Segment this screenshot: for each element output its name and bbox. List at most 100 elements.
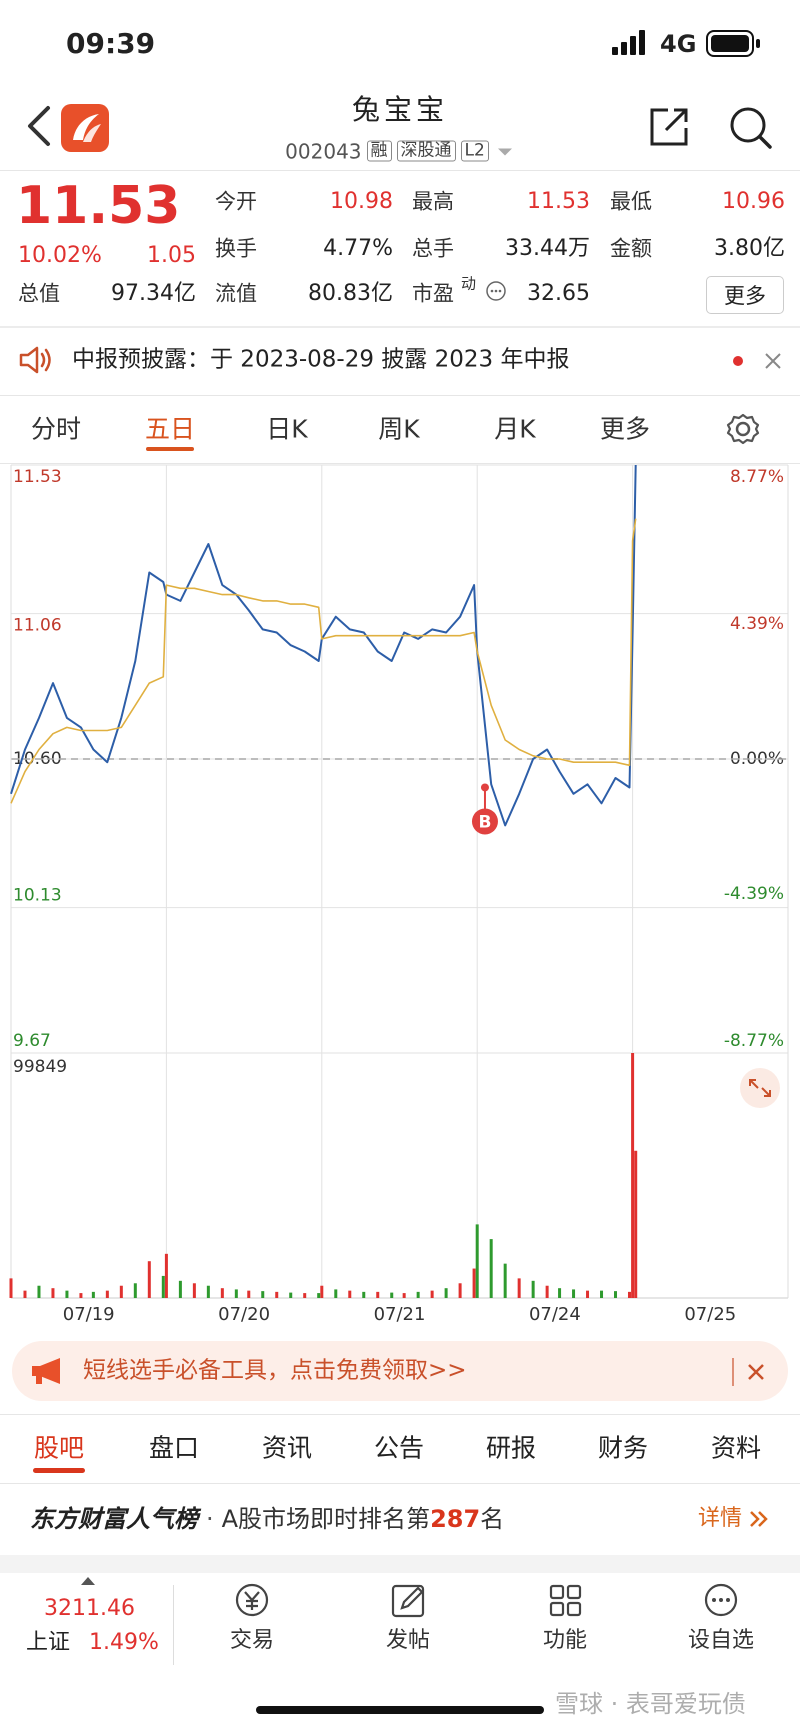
tag: 深股通 (396, 140, 456, 162)
promo-banner[interactable] (12, 1341, 788, 1401)
promo-close[interactable] (746, 1362, 766, 1382)
volume-bar (634, 1150, 638, 1298)
volume-bar (444, 1288, 448, 1298)
network: 4G (660, 30, 697, 58)
nav-item[interactable]: 功能 (542, 1628, 587, 1653)
volume-bar (600, 1290, 604, 1298)
status-time: 09:39 (66, 27, 156, 60)
info-icon[interactable] (485, 280, 507, 302)
chart-tab[interactable]: 日K (266, 414, 308, 444)
last-price: 11.53 (16, 176, 181, 236)
volume-bar (192, 1283, 196, 1298)
volume-bar (147, 1261, 151, 1298)
volume-bar (161, 1275, 165, 1298)
y-tick-label: 10.60 (13, 749, 62, 769)
share-button[interactable] (646, 104, 692, 150)
nav-item[interactable]: 发帖 (385, 1628, 430, 1653)
volume-bar (234, 1289, 238, 1298)
notice-text[interactable]: 中报预披露：于 2023-08-29 披露 2023 年中报 (72, 346, 570, 373)
home-indicator (256, 1706, 544, 1714)
x-tick-label: 07/20 (218, 1304, 270, 1325)
settings-button[interactable] (726, 412, 760, 446)
field-label: 市盈 (412, 281, 454, 306)
index-name[interactable]: 上证 (26, 1630, 71, 1655)
chart-tab[interactable]: 更多 (599, 414, 650, 444)
y-tick-label: 10.13 (13, 886, 62, 906)
chart-tab[interactable]: 分时 (30, 414, 81, 444)
field-value: 11.53 (527, 189, 590, 214)
stock-name: 兔宝宝 (351, 93, 448, 126)
field-value: 32.65 (527, 281, 590, 306)
volume-bar (430, 1290, 434, 1298)
section-tab[interactable]: 盘口 (148, 1433, 199, 1463)
active-tab-indicator (33, 1468, 85, 1473)
volume-bar (362, 1291, 366, 1298)
volume-bar (303, 1293, 307, 1298)
section-tab[interactable]: 公告 (373, 1433, 424, 1463)
back-button[interactable] (24, 104, 54, 148)
watermark: 雪球 · 表哥爱玩债 (555, 1690, 746, 1718)
section-tab[interactable]: 股吧 (33, 1433, 84, 1463)
chart-tab[interactable]: 五日 (144, 414, 195, 444)
x-tick-label: 07/25 (684, 1304, 736, 1325)
volume-bar (275, 1291, 279, 1298)
promo-text[interactable]: 短线选手必备工具，点击免费领取>> (83, 1357, 467, 1384)
nav-item[interactable]: 设自选 (687, 1628, 754, 1653)
expand-button[interactable] (740, 1068, 780, 1108)
ranking-link[interactable]: 详情 (698, 1506, 743, 1531)
ranking-chevron (750, 1511, 768, 1527)
volume-bar (531, 1280, 535, 1298)
index-change[interactable]: 1.49% (89, 1630, 159, 1655)
volume-bar (317, 1293, 321, 1298)
ranking-suffix: 名 (480, 1505, 505, 1533)
y2-tick-label: 8.77% (730, 467, 784, 487)
nav-divider (173, 1585, 174, 1665)
x-tick-label: 07/21 (374, 1304, 426, 1325)
section-tab[interactable]: 财务 (597, 1433, 648, 1463)
battery-icon (706, 30, 760, 57)
dropdown-arrow[interactable] (495, 145, 515, 157)
volume-bar (472, 1268, 476, 1298)
notice-controls[interactable] (730, 352, 790, 370)
stock-subtitle: 002043 融 深股通 L2 (0, 140, 800, 162)
volume-bar (572, 1289, 576, 1298)
divider (0, 170, 800, 171)
y-tick-label: 11.53 (13, 467, 62, 487)
tag: 融 (366, 140, 392, 162)
field-label: 最高 (412, 189, 454, 214)
more-button[interactable]: 更多 (706, 276, 784, 314)
search-button[interactable] (726, 104, 774, 152)
ranking-row[interactable]: 东方财富人气榜 · A股市场即时排名第 287 名 (30, 1507, 504, 1531)
app-logo (61, 104, 109, 152)
volume-bar (402, 1293, 406, 1298)
x-tick-label: 07/19 (63, 1304, 115, 1325)
volume-bar (458, 1283, 462, 1298)
volume-bar (631, 1053, 635, 1298)
chart-tab[interactable]: 周K (378, 414, 420, 444)
y2-tick-label: 0.00% (730, 749, 784, 769)
annotation-point (480, 783, 489, 792)
volume-bar (51, 1288, 55, 1298)
pe-mark: 动 (461, 274, 477, 293)
index-value[interactable]: 3211.46 (44, 1596, 135, 1621)
volume-bar (65, 1290, 69, 1298)
section-tab[interactable]: 研报 (485, 1433, 536, 1463)
field-label: 总手 (412, 236, 454, 261)
chart-tab[interactable]: 月K (494, 414, 536, 444)
active-tab-indicator (146, 447, 194, 451)
up-arrow (81, 1577, 95, 1585)
section-tab[interactable]: 资讯 (261, 1433, 312, 1463)
change: 1.05 (147, 243, 196, 268)
annotation-label: B (478, 812, 491, 832)
tag: L2 (460, 140, 489, 162)
nav-item[interactable]: 交易 (229, 1628, 274, 1653)
promo-divider (732, 1358, 734, 1386)
volume-bar (220, 1288, 224, 1298)
spacer-band (0, 1555, 800, 1573)
y-tick-label: 11.06 (13, 616, 62, 636)
divider (0, 395, 800, 396)
field-label: 最低 (610, 189, 652, 214)
section-tab[interactable]: 资料 (710, 1433, 761, 1463)
volume-bar (133, 1283, 137, 1298)
